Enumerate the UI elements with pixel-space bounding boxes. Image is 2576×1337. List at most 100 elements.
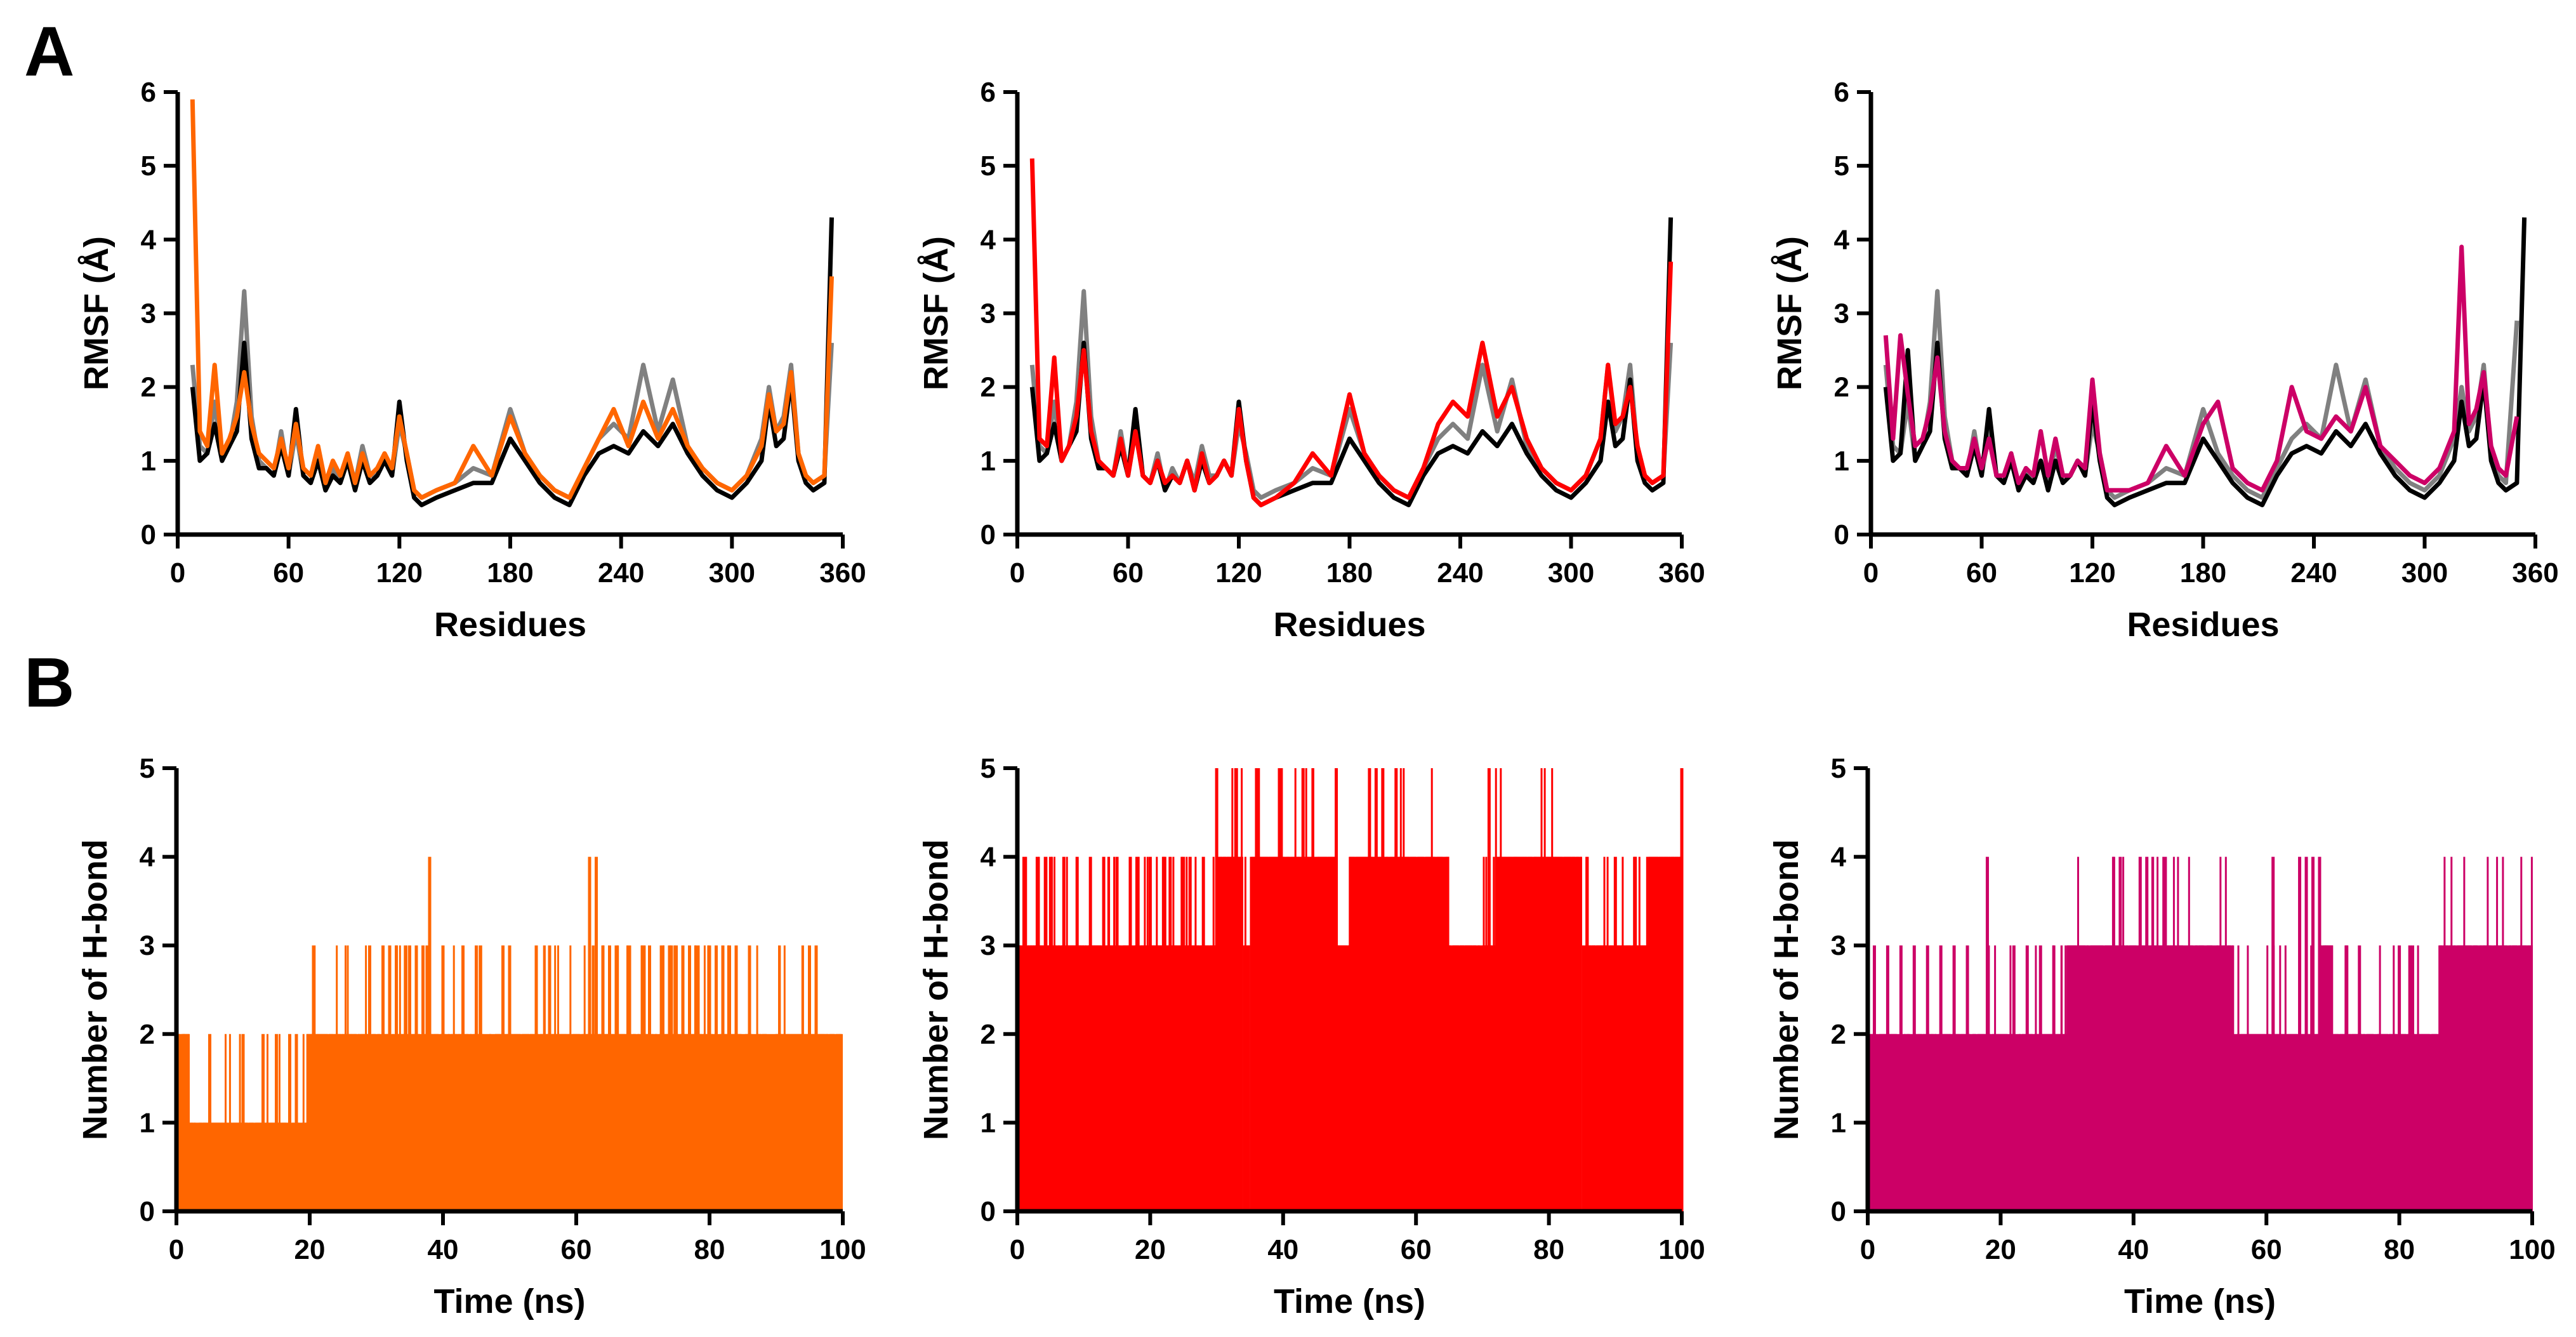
y-tick-label: 2 bbox=[981, 372, 996, 403]
x-tick-label: 180 bbox=[487, 557, 533, 589]
y-tick-label: 3 bbox=[1834, 298, 1849, 329]
x-tick-label: 360 bbox=[2512, 557, 2558, 589]
hbond-strokes bbox=[1244, 856, 1250, 1211]
y-tick-label: 0 bbox=[1834, 519, 1849, 550]
x-tick-label: 0 bbox=[1010, 557, 1025, 589]
hbond-strokes bbox=[2066, 856, 2235, 1211]
y-tick-label: 0 bbox=[1831, 1196, 1846, 1227]
x-tick-label: 240 bbox=[2290, 557, 2337, 589]
x-tick-label: 0 bbox=[170, 557, 185, 589]
series-line-3 bbox=[190, 99, 834, 500]
x-tick-label: 60 bbox=[2251, 1234, 2282, 1265]
y-tick-label: 5 bbox=[1834, 150, 1849, 182]
hbond-strokes bbox=[190, 1034, 307, 1211]
y-axis-title: RMSF (Å) bbox=[1771, 236, 1809, 390]
y-tick-label: 1 bbox=[981, 446, 996, 477]
y-axis-title: RMSF (Å) bbox=[917, 236, 955, 390]
y-tick-label: 3 bbox=[141, 298, 156, 329]
y-axis-title: Number of H-bond bbox=[917, 839, 955, 1140]
x-tick-label: 80 bbox=[1533, 1234, 1564, 1265]
y-tick-label: 1 bbox=[1834, 446, 1849, 477]
x-tick-label: 300 bbox=[2401, 557, 2448, 589]
series-line-2 bbox=[190, 217, 834, 507]
x-tick-label: 40 bbox=[428, 1234, 459, 1265]
x-tick-label: 60 bbox=[561, 1234, 592, 1265]
chart-hbond-1: 0 1 2 3 4 5 0 20 40 60 80 100 Time (ns) Number of H-b… bbox=[76, 753, 866, 1320]
y-tick-label: 5 bbox=[1831, 753, 1846, 784]
y-tick-label: 6 bbox=[1834, 77, 1849, 108]
x-tick-label: 360 bbox=[1658, 557, 1705, 589]
x-tick-label: 240 bbox=[1437, 557, 1483, 589]
y-tick-label: 2 bbox=[1834, 372, 1849, 403]
panel-letter-b: B bbox=[24, 644, 75, 722]
hbond-series-1 bbox=[1017, 768, 1684, 1211]
y-tick-label: 4 bbox=[140, 842, 155, 873]
chart-hbond-2: 0 1 2 3 4 5 0 20 40 60 80 100 Time (ns) Number of H-b… bbox=[917, 753, 1705, 1320]
x-tick-label: 40 bbox=[2118, 1234, 2149, 1265]
y-tick-label: 0 bbox=[140, 1196, 155, 1227]
y-tick-label: 0 bbox=[981, 1196, 996, 1227]
x-tick-label: 120 bbox=[376, 557, 423, 589]
y-tick-label: 5 bbox=[981, 150, 996, 182]
series-line-2 bbox=[1883, 217, 2527, 507]
y-tick-label: 2 bbox=[1831, 1019, 1846, 1050]
y-tick-label: 4 bbox=[141, 224, 157, 255]
x-tick-label: 60 bbox=[1966, 557, 1997, 589]
hbond-strokes bbox=[1252, 768, 1335, 1211]
y-tick-label: 3 bbox=[1831, 930, 1846, 961]
y-tick-label: 6 bbox=[981, 77, 996, 108]
x-axis-title: Time (ns) bbox=[2124, 1282, 2276, 1320]
x-tick-label: 20 bbox=[294, 1234, 326, 1265]
y-tick-label: 4 bbox=[1831, 842, 1847, 873]
y-tick-label: 5 bbox=[140, 753, 155, 784]
hbond-strokes bbox=[1495, 768, 1582, 1211]
y-tick-label: 3 bbox=[981, 298, 996, 329]
x-tick-label: 0 bbox=[1863, 557, 1879, 589]
series-line-3 bbox=[1029, 158, 1674, 507]
hbond-strokes bbox=[1585, 856, 1649, 1211]
x-tick-label: 100 bbox=[2509, 1234, 2555, 1265]
x-tick-label: 180 bbox=[2180, 557, 2226, 589]
y-tick-label: 1 bbox=[981, 1107, 996, 1138]
hbond-strokes bbox=[306, 945, 842, 1211]
y-tick-label: 5 bbox=[981, 753, 996, 784]
y-axis-title: Number of H-bond bbox=[76, 839, 114, 1140]
x-tick-label: 80 bbox=[2384, 1234, 2415, 1265]
x-tick-label: 80 bbox=[694, 1234, 725, 1265]
x-tick-label: 120 bbox=[1215, 557, 1262, 589]
hbond-strokes bbox=[2438, 856, 2533, 1211]
series-line-3 bbox=[1883, 244, 2520, 493]
hbond-strokes bbox=[1349, 768, 1450, 1211]
x-axis-title: Residues bbox=[2127, 606, 2279, 644]
y-axis-title: RMSF (Å) bbox=[77, 236, 116, 390]
y-tick-label: 2 bbox=[140, 1019, 155, 1050]
x-tick-label: 100 bbox=[1658, 1234, 1705, 1265]
y-tick-label: 0 bbox=[141, 519, 156, 550]
chart-hbond-3: 0 1 2 3 4 5 0 20 40 60 80 100 Time (ns) Number of H-b… bbox=[1767, 753, 2556, 1320]
x-axis-title: Residues bbox=[434, 606, 586, 644]
y-axis-title: Number of H-bond bbox=[1767, 839, 1806, 1140]
y-tick-label: 6 bbox=[141, 77, 156, 108]
x-tick-label: 120 bbox=[2069, 557, 2115, 589]
x-tick-label: 0 bbox=[1010, 1234, 1025, 1265]
y-tick-label: 1 bbox=[140, 1107, 155, 1138]
y-tick-label: 4 bbox=[1834, 224, 1850, 255]
x-tick-label: 100 bbox=[819, 1234, 866, 1265]
x-tick-label: 0 bbox=[1860, 1234, 1875, 1265]
y-tick-label: 4 bbox=[981, 842, 996, 873]
hbond-block bbox=[1243, 945, 1250, 1211]
x-tick-label: 300 bbox=[1548, 557, 1594, 589]
x-tick-label: 300 bbox=[709, 557, 755, 589]
y-tick-label: 3 bbox=[140, 930, 155, 961]
hbond-series-1 bbox=[175, 856, 843, 1211]
hbond-strokes bbox=[1219, 768, 1243, 1211]
y-tick-label: 5 bbox=[141, 150, 156, 182]
y-tick-label: 1 bbox=[141, 446, 156, 477]
x-tick-label: 360 bbox=[819, 557, 866, 589]
x-tick-label: 60 bbox=[1401, 1234, 1432, 1265]
y-tick-label: 0 bbox=[981, 519, 996, 550]
x-tick-label: 40 bbox=[1267, 1234, 1298, 1265]
